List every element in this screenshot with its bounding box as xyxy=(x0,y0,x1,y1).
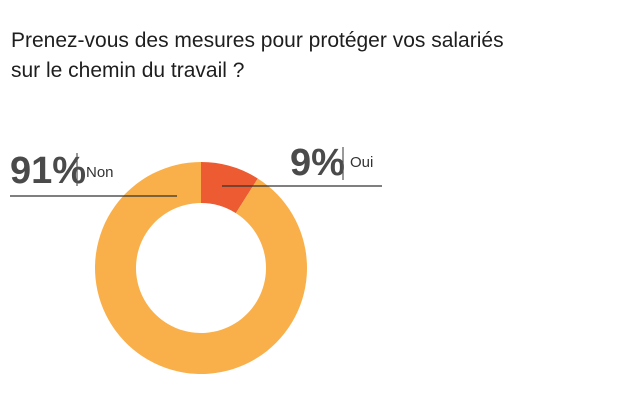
donut-slice-non xyxy=(95,162,308,375)
value-label-non: 91% xyxy=(10,150,86,192)
chart-title: Prenez-vous des mesures pour protéger vo… xyxy=(11,26,611,86)
annotation-non: 91% Non xyxy=(10,150,177,197)
chart-title-line-2: sur le chemin du travail ? xyxy=(11,59,245,82)
donut-slice-oui xyxy=(201,162,258,214)
donut-slices xyxy=(95,162,308,375)
value-label-oui: 9% xyxy=(290,142,345,184)
category-label-oui: Oui xyxy=(350,154,373,171)
category-label-non: Non xyxy=(86,164,114,181)
chart-title-line-1: Prenez-vous des mesures pour protéger vo… xyxy=(11,29,504,52)
annotation-oui: 9% Oui xyxy=(222,142,382,187)
